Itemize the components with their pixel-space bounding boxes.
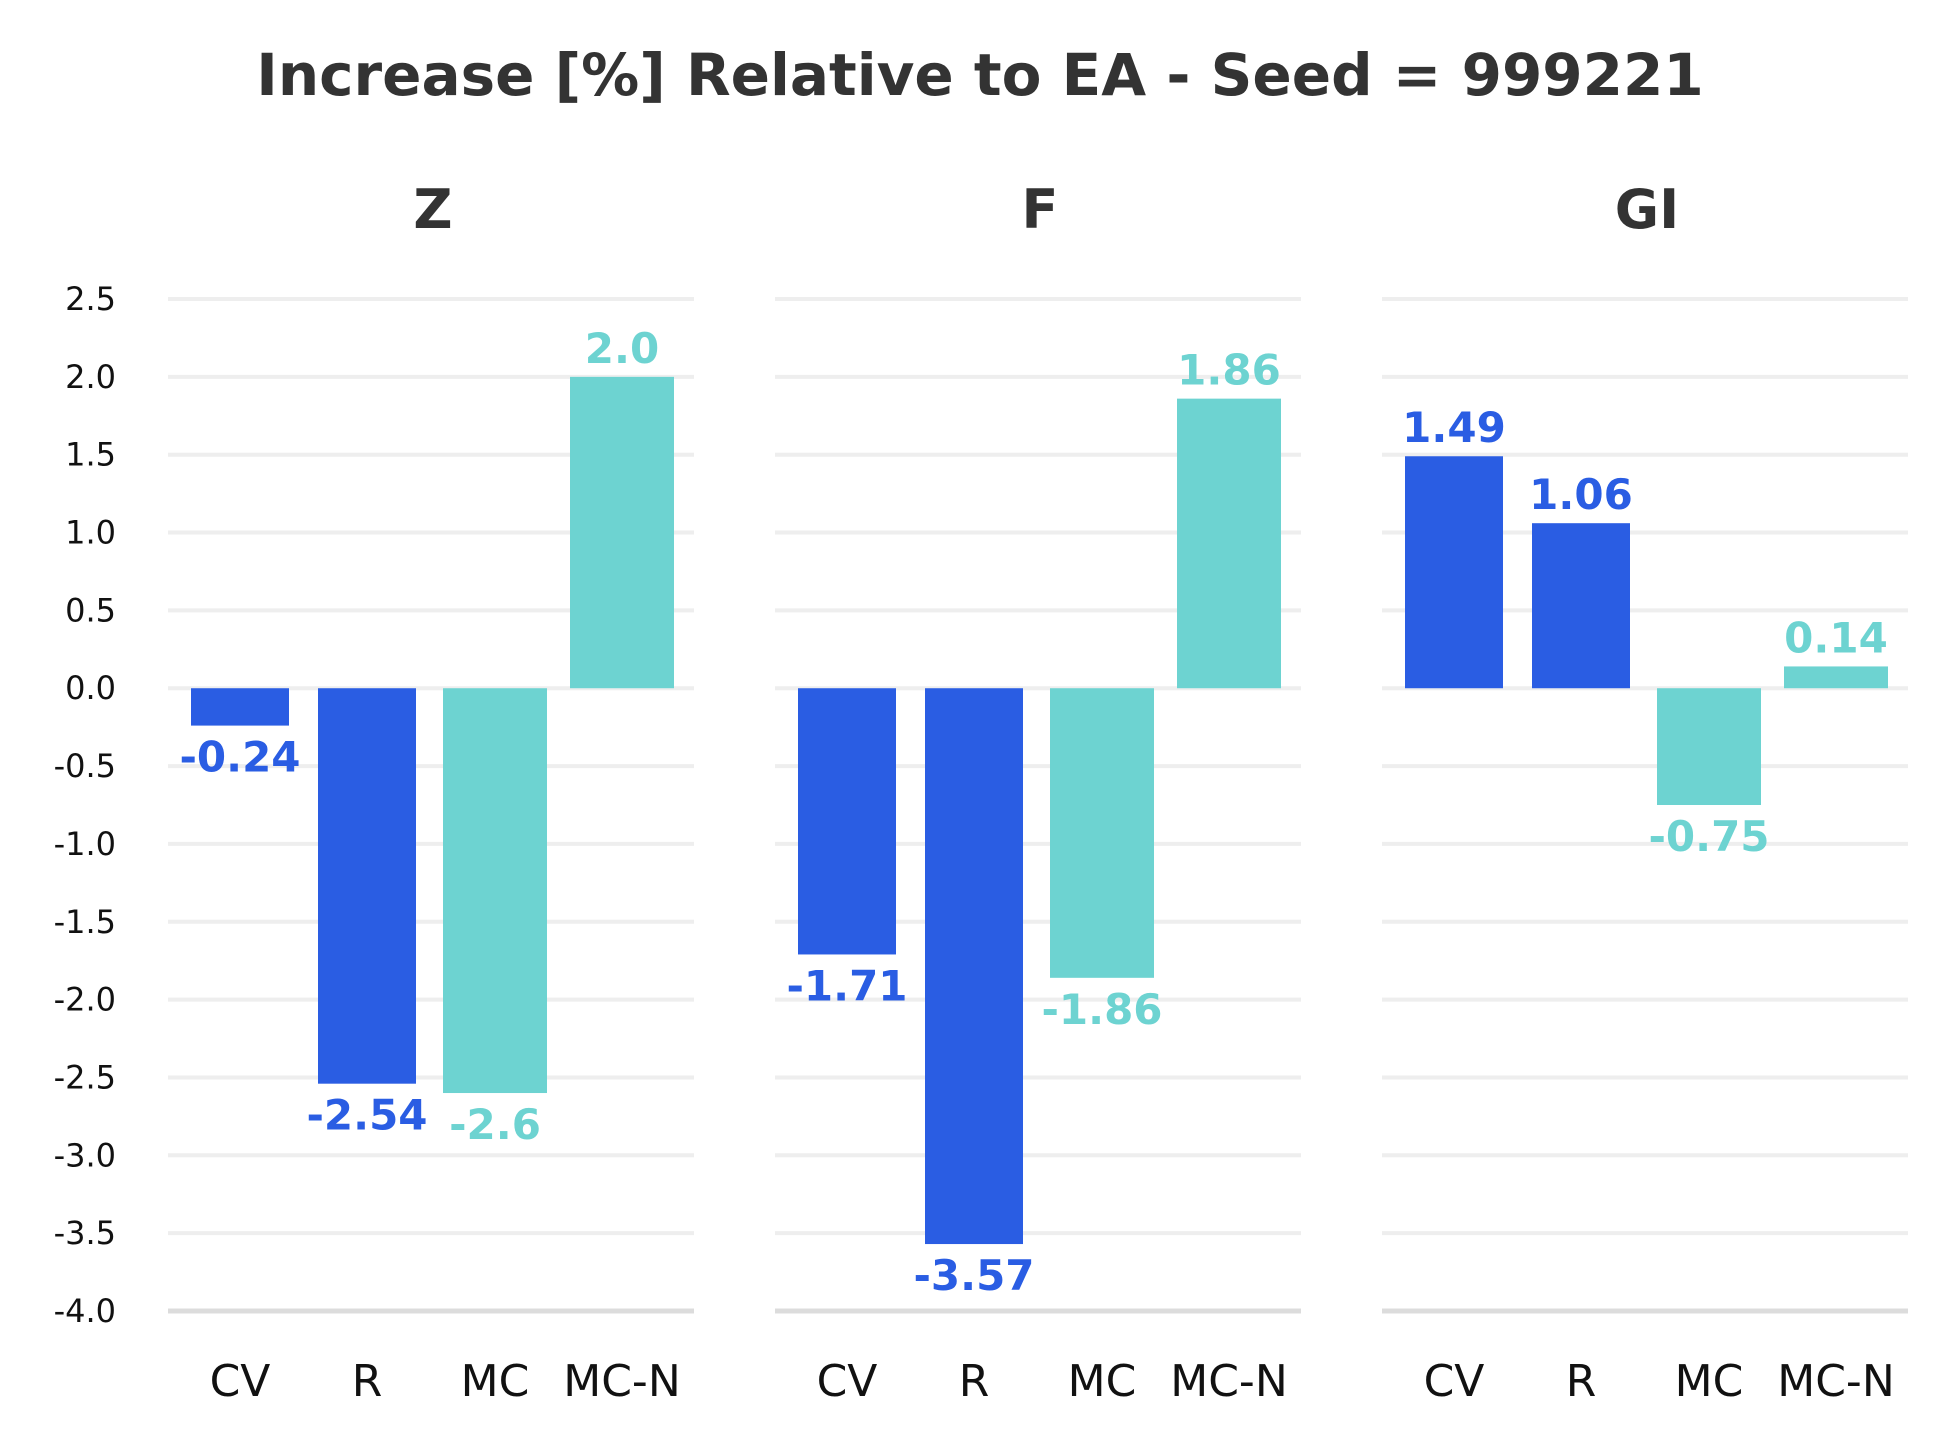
bar-r xyxy=(1532,523,1630,689)
data-label: 1.06 xyxy=(1529,470,1633,519)
y-tick-label: -1.5 xyxy=(54,903,116,941)
x-tick-label: MC-N xyxy=(563,1356,680,1407)
y-tick-label: 2.0 xyxy=(65,358,116,396)
x-tick-label: CV xyxy=(817,1356,878,1407)
data-label: 1.49 xyxy=(1402,403,1506,452)
bar-cv xyxy=(1405,456,1503,689)
data-label: -0.24 xyxy=(179,733,300,782)
panel-gi: GI 1.49 CV 1.06 R -0.75 MC 0.14 MC-N xyxy=(1382,178,1908,1407)
y-tick-label: -3.0 xyxy=(54,1136,116,1174)
data-label: -3.57 xyxy=(913,1251,1034,1300)
x-tick-label: MC-N xyxy=(1170,1356,1287,1407)
bar-cv xyxy=(798,688,896,955)
data-label: -2.54 xyxy=(306,1091,427,1140)
x-tick-label: R xyxy=(959,1356,990,1407)
panel-title: Z xyxy=(413,178,452,241)
y-tick-label: -0.5 xyxy=(54,747,116,785)
data-label: 1.86 xyxy=(1177,346,1281,395)
bar-mc-n xyxy=(1177,398,1281,689)
data-label: 2.0 xyxy=(585,324,659,373)
panel-f: F -1.71 CV -3.57 R -1.86 MC 1.86 MC-N xyxy=(775,178,1301,1407)
data-label: -2.6 xyxy=(449,1100,541,1149)
x-tick-label: MC-N xyxy=(1777,1356,1894,1407)
data-label: -1.71 xyxy=(786,961,907,1010)
y-tick-label: -3.5 xyxy=(54,1214,116,1252)
data-label: 0.14 xyxy=(1784,613,1888,662)
panel-title: F xyxy=(1022,178,1059,241)
bar-mc-n xyxy=(570,376,674,689)
y-tick-label: -1.0 xyxy=(54,825,116,863)
bar-mc xyxy=(1657,688,1761,805)
panels-layer: 2.5 2.0 1.5 1.0 0.5 0.0 -0.5 -1.0 -1.5 -2.0 -2.5 -3… xyxy=(54,178,1908,1407)
bar-mc xyxy=(443,688,547,1094)
y-tick-label: 0.5 xyxy=(65,591,116,629)
y-tick-label: 2.5 xyxy=(65,280,116,318)
y-tick-label: -2.0 xyxy=(54,981,116,1019)
x-tick-label: CV xyxy=(1424,1356,1485,1407)
x-tick-label: R xyxy=(1566,1356,1597,1407)
bar-mc-n xyxy=(1784,666,1888,689)
x-tick-label: CV xyxy=(210,1356,271,1407)
y-tick-label: 0.0 xyxy=(65,669,116,707)
x-tick-label: R xyxy=(352,1356,383,1407)
panel-title: GI xyxy=(1615,178,1679,241)
y-tick-label: 1.5 xyxy=(65,436,116,474)
data-label: -0.75 xyxy=(1648,812,1769,861)
bar-cv xyxy=(191,688,289,726)
chart-title: Increase [%] Relative to EA - Seed = 999… xyxy=(256,41,1703,109)
data-label: -1.86 xyxy=(1041,985,1162,1034)
x-tick-label: MC xyxy=(1675,1356,1744,1407)
bar-mc xyxy=(1050,688,1154,978)
x-tick-label: MC xyxy=(461,1356,530,1407)
y-tick-label: -2.5 xyxy=(54,1058,116,1096)
bar-r xyxy=(318,688,416,1084)
panel-z: Z -0.24 CV -2.54 R -2.6 MC 2.0 MC-N xyxy=(168,178,694,1407)
y-tick-label: -4.0 xyxy=(54,1292,116,1330)
x-tick-label: MC xyxy=(1068,1356,1137,1407)
bar-r xyxy=(925,688,1023,1245)
y-tick-label: 1.0 xyxy=(65,514,116,552)
